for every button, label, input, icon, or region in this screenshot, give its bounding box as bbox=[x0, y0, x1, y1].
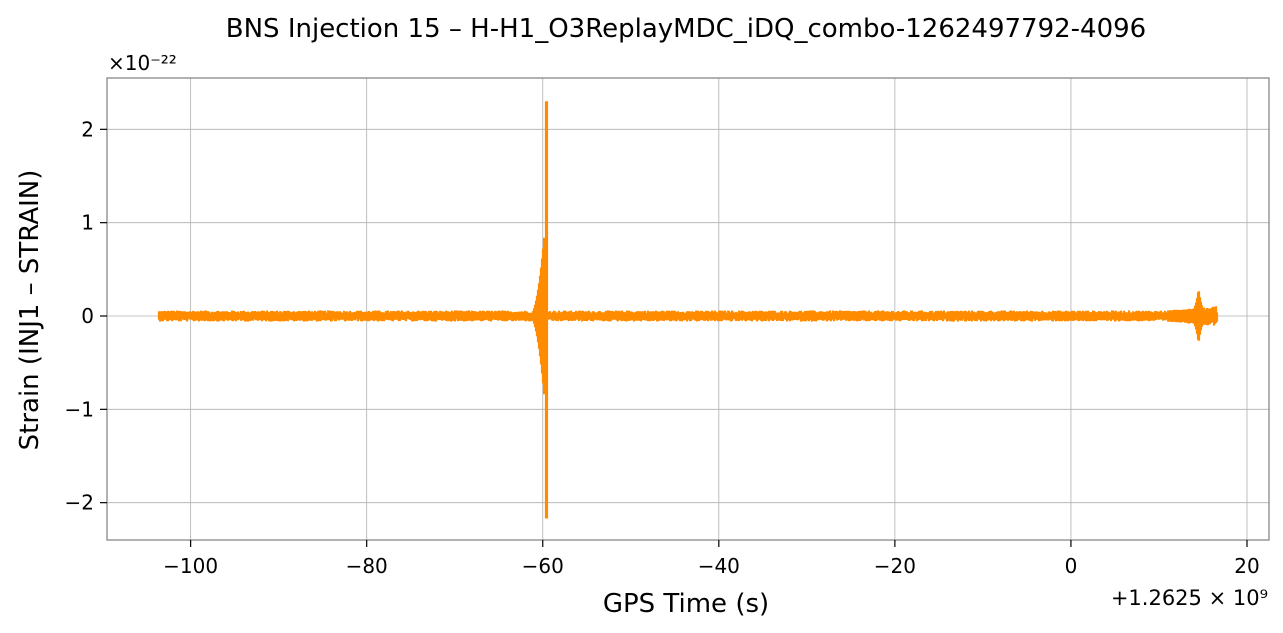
x-axis-ticks: −100 −80 −60 −40 −20 0 20 bbox=[163, 540, 1260, 578]
plot-frame bbox=[106, 77, 1270, 541]
series-line-strain bbox=[157, 101, 1219, 519]
y-axis-ticks: −2 −1 0 1 2 bbox=[65, 117, 107, 515]
x-tick-label: −60 bbox=[522, 554, 564, 578]
x-tick-label: −20 bbox=[874, 554, 916, 578]
x-tick-label: −80 bbox=[346, 554, 388, 578]
y-tick-label: −2 bbox=[65, 491, 94, 515]
x-offset-label: +1.2625 × 10⁹ bbox=[1111, 586, 1268, 610]
x-tick-label: −100 bbox=[163, 554, 218, 578]
x-tick-label: 0 bbox=[1065, 554, 1078, 578]
x-axis-label: GPS Time (s) bbox=[603, 589, 769, 619]
y-tick-label: 2 bbox=[81, 117, 94, 141]
y-tick-label: 0 bbox=[81, 304, 94, 328]
series-strain bbox=[157, 101, 1219, 519]
y-tick-label: −1 bbox=[65, 397, 94, 421]
y-multiplier-label: ×10⁻²² bbox=[108, 51, 177, 75]
chart-title: BNS Injection 15 – H-H1_O3ReplayMDC_iDQ_… bbox=[226, 14, 1146, 44]
y-axis-label: Strain (INJ1 – STRAIN) bbox=[15, 170, 45, 451]
y-tick-label: 1 bbox=[81, 211, 94, 235]
x-tick-label: 20 bbox=[1234, 554, 1259, 578]
x-tick-label: −40 bbox=[698, 554, 740, 578]
